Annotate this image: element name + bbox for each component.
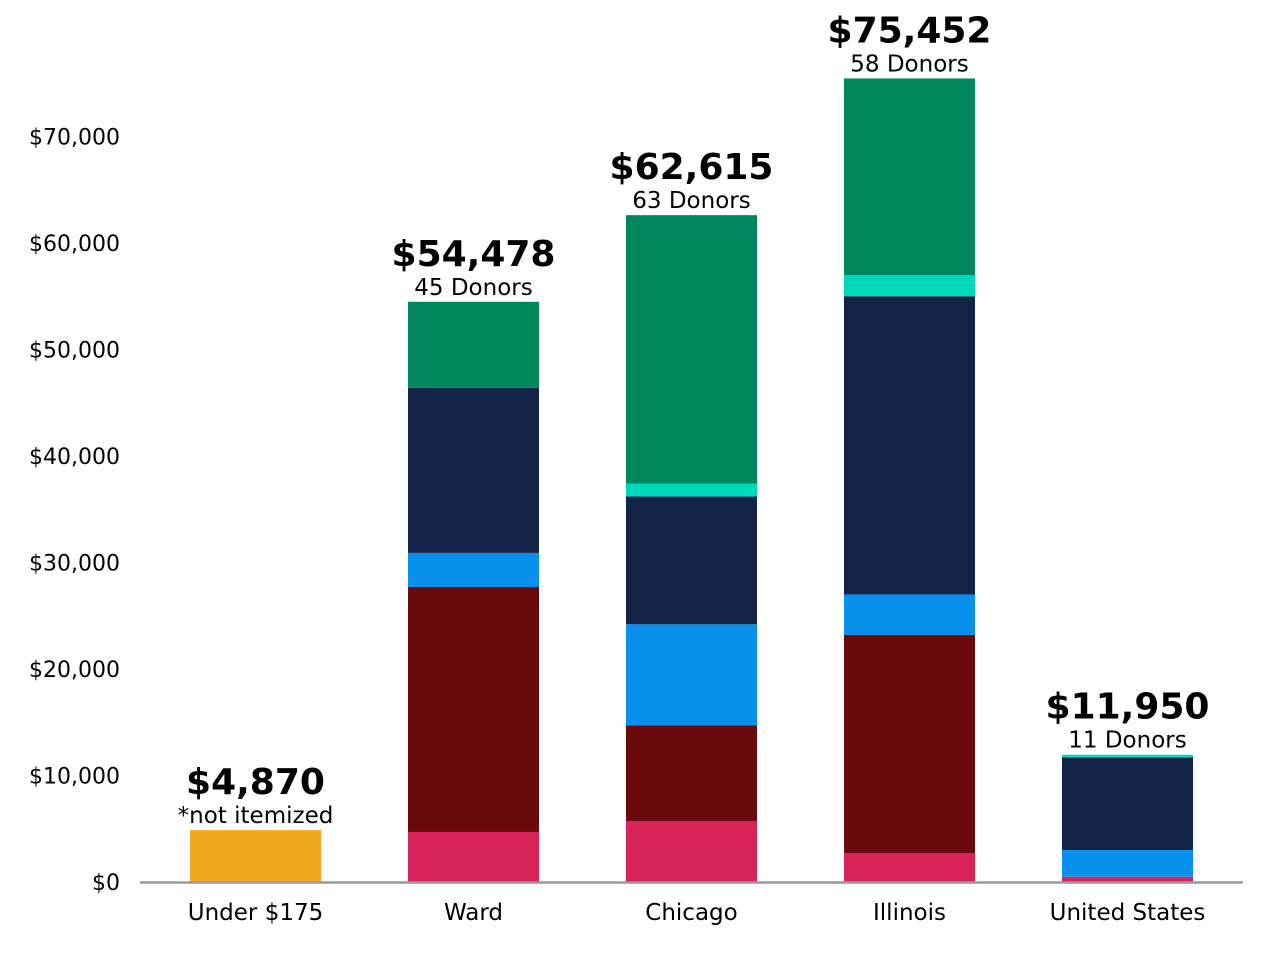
y-tick-label: $0 — [92, 871, 120, 896]
y-tick-label: $50,000 — [29, 339, 120, 364]
x-tick-label: Chicago — [645, 900, 737, 926]
bar-segment — [190, 830, 321, 882]
bar-subtitle-label: 11 Donors — [1068, 728, 1186, 754]
bar-segment — [844, 634, 975, 854]
bar-total-label: $54,478 — [392, 234, 556, 275]
bar-segment — [1062, 876, 1193, 882]
bar-segment — [1062, 850, 1193, 877]
bar-segment — [408, 387, 539, 553]
y-tick-label: $20,000 — [29, 658, 120, 683]
x-tick-label: United States — [1050, 900, 1206, 926]
bar-segment — [626, 215, 757, 484]
bar-total-label: $11,950 — [1046, 687, 1210, 728]
bar-total-label: $62,615 — [610, 147, 774, 188]
x-tick-label: Under $175 — [188, 900, 323, 926]
bar-segment — [844, 274, 975, 297]
y-tick-label: $40,000 — [29, 445, 120, 470]
bar-subtitle-label: 58 Donors — [850, 51, 968, 77]
bar-total-label: $4,870 — [186, 762, 325, 803]
bar-subtitle-label: 63 Donors — [632, 188, 750, 214]
bar-segment — [626, 624, 757, 726]
bar-segment — [626, 496, 757, 625]
bar-segment — [844, 78, 975, 275]
x-tick-label: Ward — [444, 900, 503, 926]
bar-segment — [408, 586, 539, 832]
bar-segment — [408, 552, 539, 587]
bar-segment — [1062, 754, 1193, 758]
bar-subtitle-label: *not itemized — [178, 803, 334, 829]
bar-segment — [408, 301, 539, 388]
bar-segment — [844, 853, 975, 882]
bar-segment — [1062, 757, 1193, 851]
bar-segment — [844, 296, 975, 595]
bar-subtitle-label: 45 Donors — [414, 275, 532, 301]
bar-segment — [408, 831, 539, 882]
bar-segment — [626, 483, 757, 497]
y-tick-label: $30,000 — [29, 552, 120, 577]
bar-segment — [626, 821, 757, 882]
bar-segment — [626, 725, 757, 822]
x-tick-label: Illinois — [873, 900, 946, 926]
y-tick-label: $10,000 — [29, 765, 120, 790]
bar-total-label: $75,452 — [828, 10, 992, 51]
y-tick-label: $60,000 — [29, 232, 120, 257]
y-tick-label: $70,000 — [29, 126, 120, 151]
bar-segment — [844, 594, 975, 635]
